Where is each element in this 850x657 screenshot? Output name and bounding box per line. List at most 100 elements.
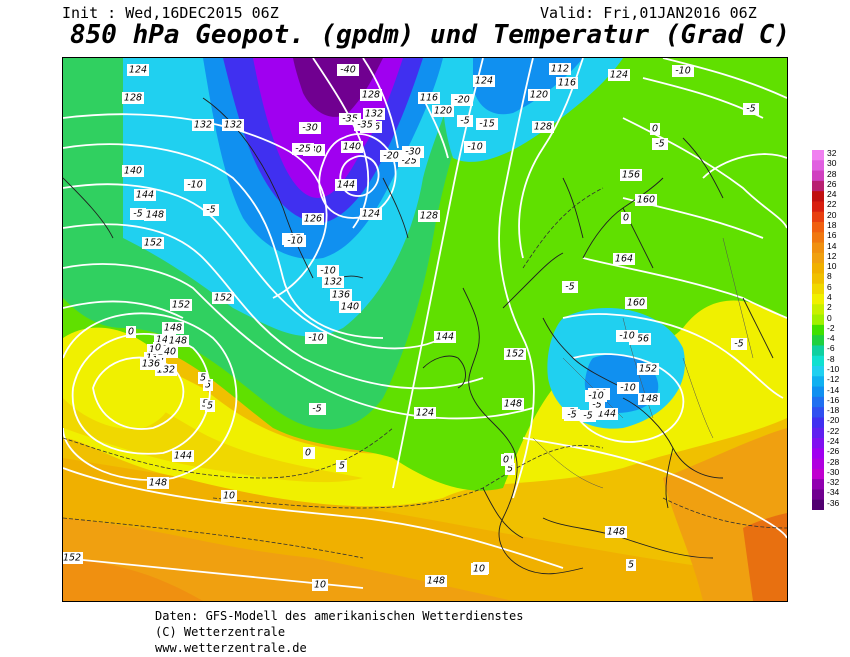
svg-text:-5: -5	[312, 404, 321, 415]
temperature-label: 5	[337, 460, 347, 472]
svg-text:124: 124	[129, 65, 147, 76]
geopotential-label: 152	[504, 348, 526, 360]
temperature-label: -40	[337, 64, 359, 76]
geopotential-label: 124	[608, 69, 630, 81]
temperature-label: 5	[505, 463, 515, 475]
svg-text:-5: -5	[655, 139, 664, 150]
geopotential-label: 144	[434, 331, 456, 343]
geopotential-label: 140	[339, 301, 361, 313]
svg-text:5: 5	[205, 380, 211, 391]
svg-text:116: 116	[558, 78, 576, 89]
geopotential-label: 128	[122, 92, 144, 104]
colorbar-label: 16	[827, 230, 837, 241]
temperature-label: 10	[471, 563, 487, 575]
svg-text:-10: -10	[308, 333, 324, 344]
svg-text:128: 128	[362, 90, 380, 101]
colorbar-swatch	[812, 324, 824, 336]
svg-text:140: 140	[341, 302, 359, 313]
geopotential-label: 148	[425, 575, 447, 587]
colorbar-label: 18	[827, 220, 837, 230]
geopotential-label: 148	[144, 209, 166, 221]
footer-copyright: (C) Wetterzentrale	[155, 625, 286, 639]
geopotential-label: 116	[556, 77, 578, 89]
geopotential-label: 132	[363, 108, 385, 120]
svg-text:-35: -35	[342, 114, 358, 125]
temperature-label: 0	[153, 342, 163, 354]
svg-text:0: 0	[623, 213, 629, 224]
svg-text:0: 0	[652, 124, 658, 135]
temperature-label: -25	[292, 143, 314, 155]
temperature-label: 5	[203, 379, 213, 391]
colorbar-label: -6	[827, 343, 835, 354]
svg-text:-15: -15	[479, 119, 495, 130]
svg-text:160: 160	[627, 298, 645, 309]
svg-text:-5: -5	[460, 116, 469, 127]
colorbar-swatch	[812, 170, 824, 182]
svg-text:132: 132	[157, 365, 175, 376]
svg-text:164: 164	[615, 254, 633, 265]
colorbar-label: -36	[827, 497, 840, 508]
geopotential-labels: 1241281321321401441481521521521481441401…	[63, 63, 660, 587]
svg-text:-10: -10	[588, 391, 604, 402]
temperature-label: -5	[562, 281, 578, 293]
svg-text:152: 152	[639, 364, 657, 375]
svg-text:144: 144	[136, 190, 154, 201]
geopotential-label: 128	[360, 89, 382, 101]
colorbar-label: 28	[827, 168, 837, 179]
colorbar-swatch	[812, 468, 824, 480]
svg-text:128: 128	[420, 211, 438, 222]
geopotential-label: 136	[330, 289, 352, 301]
geopotential-label: 140	[122, 165, 144, 177]
svg-text:112: 112	[551, 64, 569, 75]
geopotential-label: 136	[140, 358, 162, 370]
geopotential-label: 140	[341, 141, 363, 153]
geopotential-label: 128	[418, 210, 440, 222]
svg-text:128: 128	[124, 93, 142, 104]
geopotential-label: 124	[360, 208, 382, 220]
svg-text:148: 148	[164, 323, 182, 334]
colorbar-label: 6	[827, 281, 832, 292]
svg-text:-10: -10	[619, 331, 635, 342]
temp-zone-minus-32	[293, 58, 383, 117]
colorbar-label: -4	[827, 333, 835, 344]
svg-text:-5: -5	[746, 104, 755, 115]
temperature-label: 10	[221, 490, 237, 502]
svg-text:0: 0	[503, 455, 509, 466]
geopotential-label: 152	[63, 552, 83, 564]
svg-text:0: 0	[155, 343, 161, 354]
colorbar-swatch	[812, 150, 824, 161]
svg-text:-30: -30	[302, 123, 318, 134]
colorbar-label: -18	[827, 405, 840, 416]
svg-text:144: 144	[436, 332, 454, 343]
geopotential-label: 128	[532, 121, 554, 133]
geopotential-label: 120	[528, 89, 550, 101]
colorbar-label: 12	[827, 250, 837, 261]
svg-text:-25: -25	[401, 156, 417, 167]
svg-text:124: 124	[416, 408, 434, 419]
colorbar-label: -12	[827, 374, 840, 385]
geopotential-label: 148	[162, 322, 184, 334]
colorbar-label: -28	[827, 456, 840, 467]
svg-text:116: 116	[420, 93, 438, 104]
colorbar-label: -16	[827, 394, 840, 405]
weather-map: 1241281321321401441481521521521481441401…	[62, 57, 788, 602]
temperature-label: -30	[299, 122, 321, 134]
colorbar-swatch	[812, 335, 824, 346]
svg-text:-5: -5	[583, 411, 592, 422]
colorbar-label: 8	[827, 271, 832, 282]
colorbar-label: 26	[827, 178, 837, 189]
geopotential-label: 144	[172, 450, 194, 462]
svg-text:140: 140	[124, 166, 142, 177]
svg-text:124: 124	[475, 76, 493, 87]
colorbar-label: -30	[827, 466, 840, 477]
colorbar-label: -24	[827, 436, 840, 446]
colorbar-label: -32	[827, 477, 840, 488]
colorbar-label: -34	[827, 487, 840, 498]
colorbar-swatch	[812, 314, 824, 326]
svg-text:0: 0	[128, 327, 134, 338]
colorbar-swatch	[812, 294, 824, 305]
colorbar-label: -8	[827, 353, 835, 364]
footer-website: www.wetterzentrale.de	[155, 641, 307, 655]
svg-text:-5: -5	[592, 400, 601, 411]
temperature-label: 0	[621, 212, 631, 224]
